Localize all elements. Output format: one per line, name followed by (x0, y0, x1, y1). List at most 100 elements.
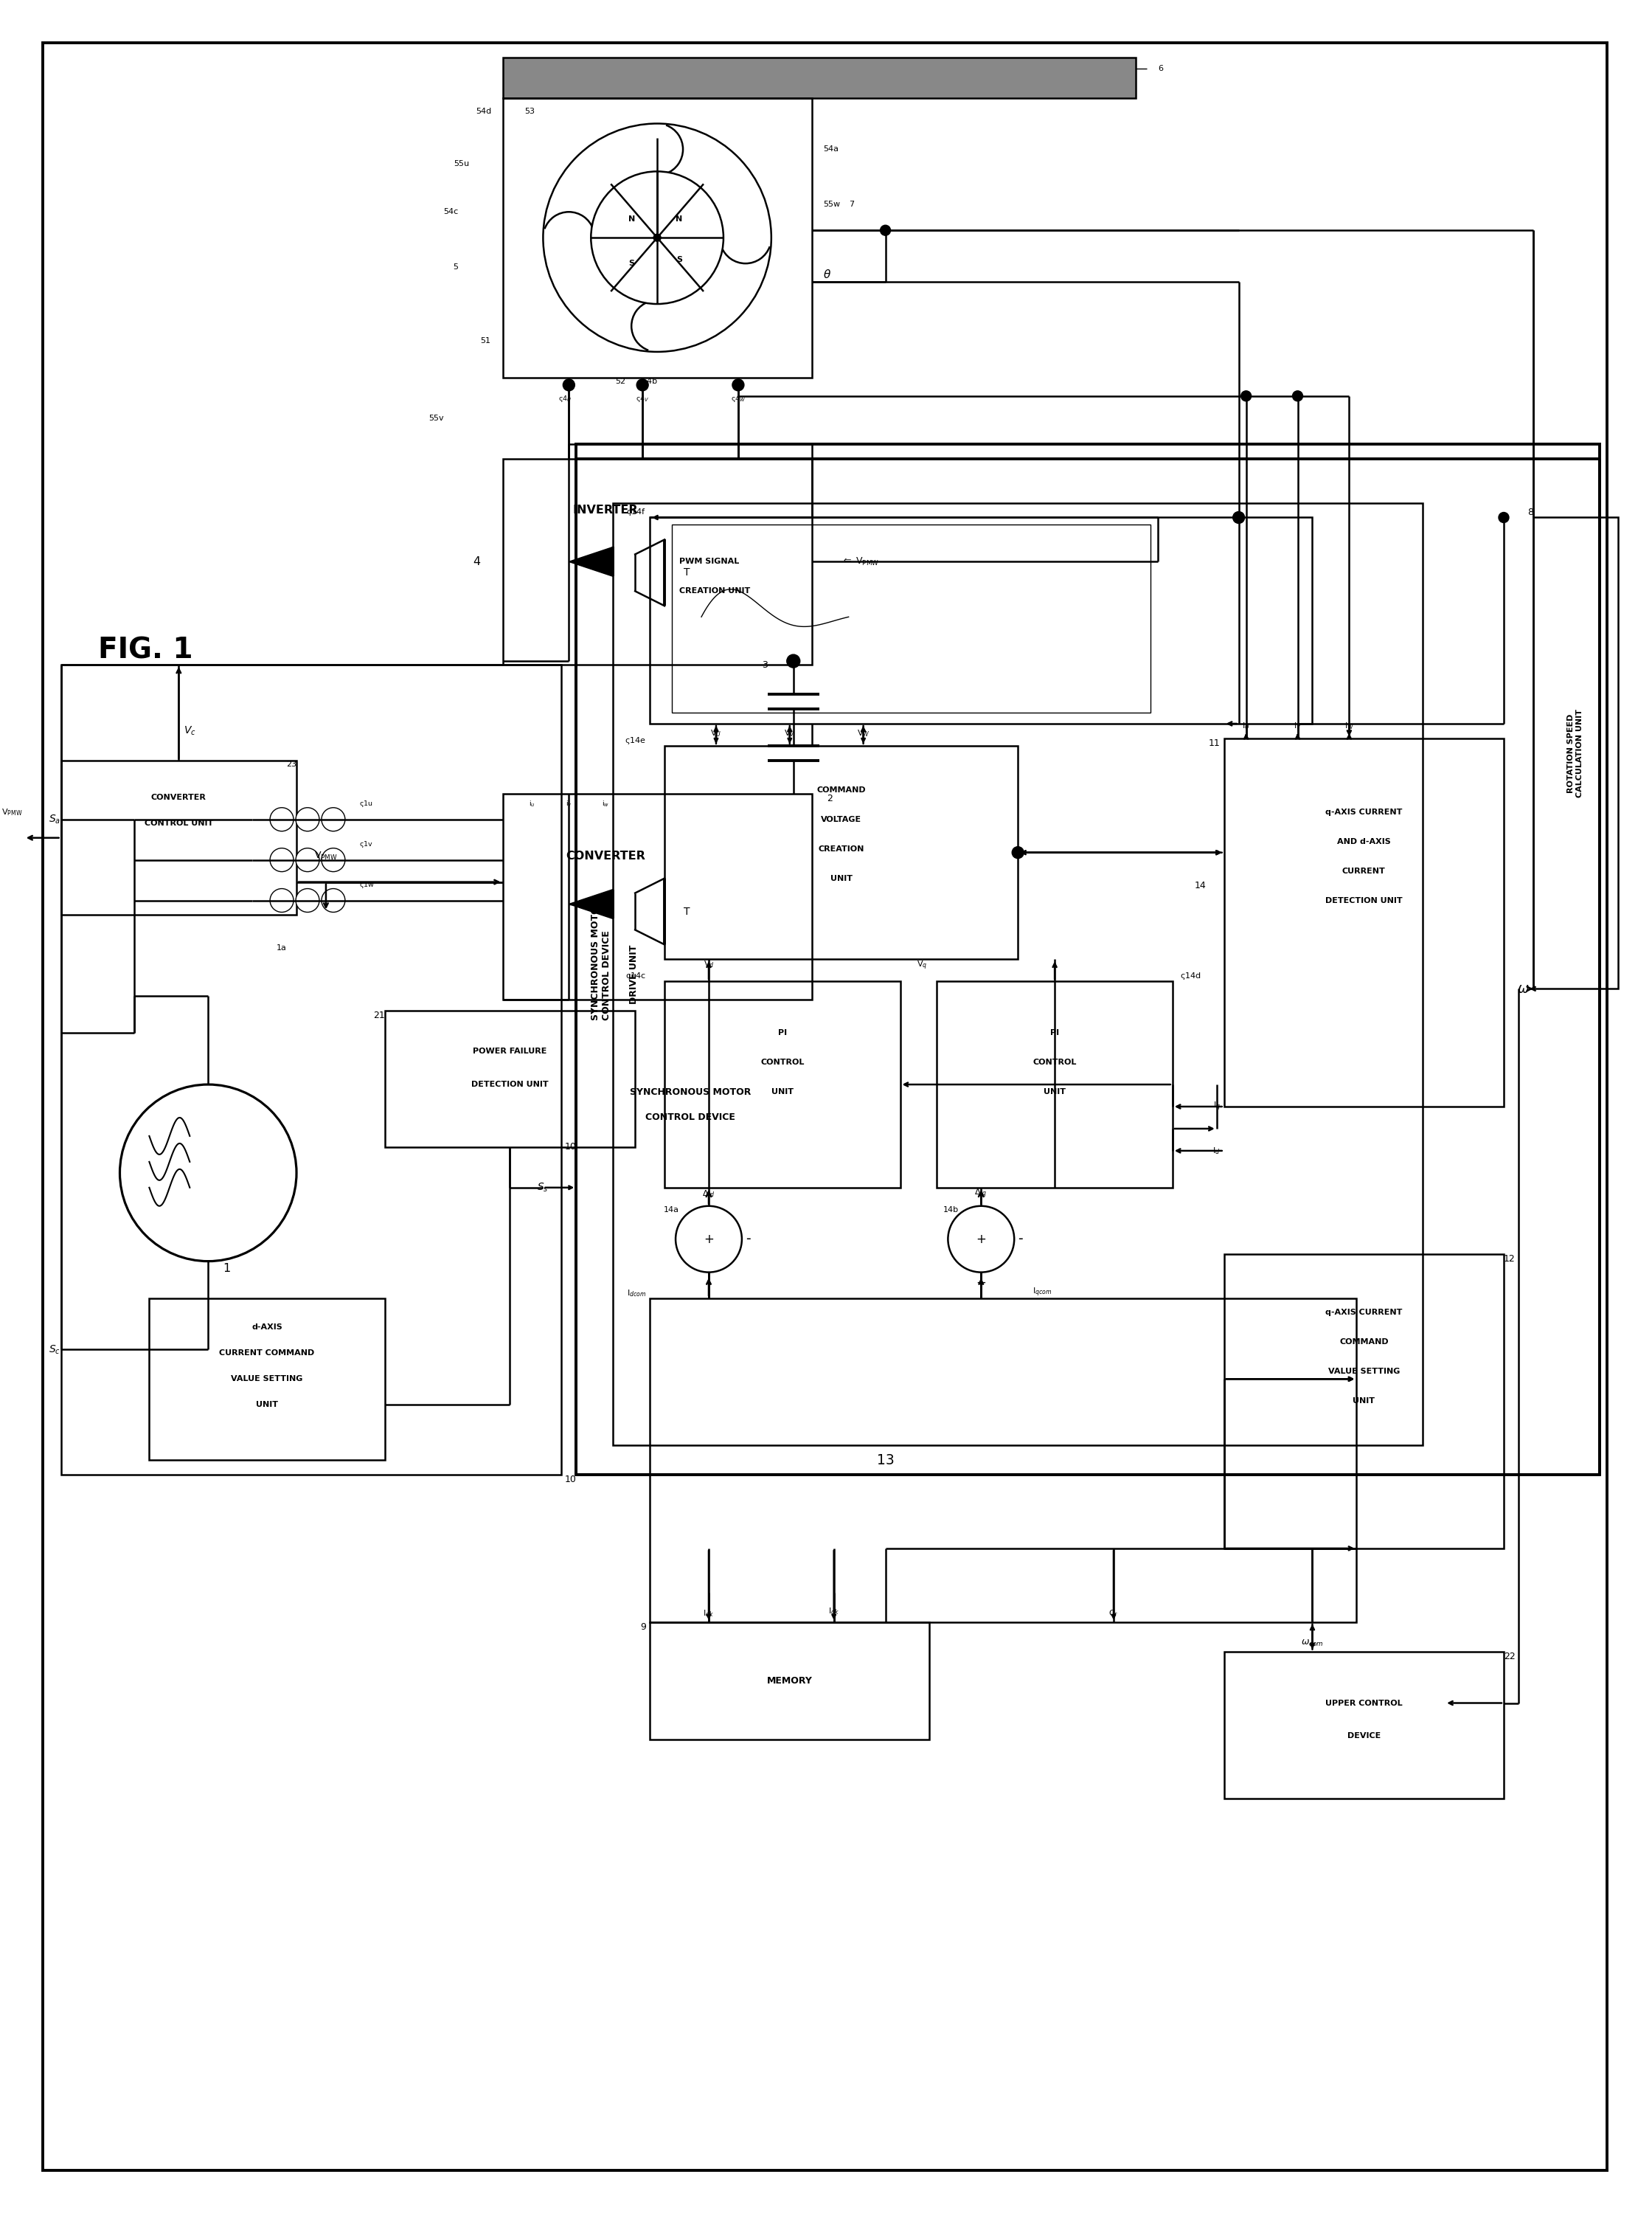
Text: 51: 51 (481, 338, 491, 344)
Circle shape (1498, 513, 1508, 522)
Text: V$_d$: V$_d$ (704, 960, 714, 969)
Text: S$_a$: S$_a$ (50, 813, 61, 824)
Text: SYNCHRONOUS MOTOR
CONTROL DEVICE: SYNCHRONOUS MOTOR CONTROL DEVICE (591, 898, 611, 1020)
Circle shape (948, 1207, 1014, 1273)
Text: $\Delta$I$_d$: $\Delta$I$_d$ (702, 1189, 715, 1198)
Text: q-AXIS CURRENT: q-AXIS CURRENT (1325, 809, 1403, 815)
Bar (502, 98, 811, 378)
Text: C$_r$: C$_r$ (1108, 1609, 1118, 1618)
Text: I$_d$: I$_d$ (1213, 1147, 1221, 1155)
Text: d-AXIS: d-AXIS (251, 1324, 282, 1331)
Text: UNIT: UNIT (831, 875, 852, 882)
Text: $\mathsf{\varsigma}$14e: $\mathsf{\varsigma}$14e (624, 735, 646, 747)
Text: +: + (976, 1233, 986, 1247)
Text: V$_{\rm PMW}$: V$_{\rm PMW}$ (314, 851, 337, 862)
Text: VALUE SETTING: VALUE SETTING (1328, 1369, 1399, 1375)
Text: 14b: 14b (943, 1207, 960, 1213)
Bar (61, 760, 296, 915)
Circle shape (322, 807, 345, 831)
Text: 14: 14 (1194, 880, 1206, 891)
Circle shape (1292, 391, 1303, 402)
Text: UPPER CONTROL: UPPER CONTROL (1325, 1700, 1403, 1706)
Text: $\Leftarrow$ V$_{\rm PMW}$: $\Leftarrow$ V$_{\rm PMW}$ (841, 556, 879, 567)
Text: $\mathsf{\varsigma}$1v: $\mathsf{\varsigma}$1v (358, 840, 373, 849)
Text: $\mathsf{\varsigma}$4$_U$: $\mathsf{\varsigma}$4$_U$ (558, 393, 572, 404)
Text: FIG. 1: FIG. 1 (97, 635, 193, 664)
Text: DEVICE: DEVICE (1346, 1733, 1381, 1740)
Text: $\mathsf{\varsigma}$4$_V$: $\mathsf{\varsigma}$4$_V$ (636, 393, 649, 404)
Text: AND d-AXIS: AND d-AXIS (1336, 838, 1391, 844)
Bar (149, 1298, 385, 1460)
Text: 1a: 1a (276, 944, 287, 951)
Bar (1224, 738, 1503, 1107)
Text: CREATION: CREATION (818, 844, 864, 853)
Text: I$_{qk}$: I$_{qk}$ (828, 1607, 839, 1618)
Bar (502, 458, 811, 664)
Text: CREATION UNIT: CREATION UNIT (679, 587, 750, 595)
Bar (664, 747, 1018, 960)
Bar (385, 1011, 634, 1147)
Circle shape (676, 1207, 742, 1273)
Text: 54b: 54b (643, 378, 657, 384)
Text: 54c: 54c (443, 209, 459, 216)
Text: V$_V$: V$_V$ (785, 729, 795, 738)
Circle shape (1232, 511, 1244, 524)
Circle shape (591, 171, 724, 304)
Text: S$_c$: S$_c$ (50, 1344, 61, 1355)
Text: VOLTAGE: VOLTAGE (821, 815, 862, 822)
Text: S$_s$: S$_s$ (537, 1182, 548, 1193)
Circle shape (544, 124, 771, 351)
Text: ROTATION SPEED
CALCULATION UNIT: ROTATION SPEED CALCULATION UNIT (1568, 709, 1583, 798)
Text: CONVERTER: CONVERTER (567, 851, 646, 862)
Text: 13: 13 (877, 1453, 894, 1467)
Text: i$_w$: i$_w$ (601, 800, 610, 809)
Text: +: + (704, 1233, 714, 1247)
Circle shape (296, 807, 319, 831)
Text: -: - (1018, 1233, 1023, 1247)
Text: $\mathsf{\varsigma}$1u: $\mathsf{\varsigma}$1u (358, 798, 373, 809)
Text: 55v: 55v (428, 416, 444, 422)
Text: I$_{dk}$: I$_{dk}$ (704, 1609, 714, 1618)
Text: 7: 7 (849, 200, 854, 209)
Text: I$_q$: I$_q$ (1213, 1100, 1221, 1113)
Text: 12: 12 (1503, 1253, 1515, 1264)
Text: $\omega$: $\omega$ (1517, 982, 1530, 995)
Text: COMMAND: COMMAND (1340, 1338, 1388, 1347)
Bar (649, 1298, 1356, 1622)
Text: $\mathsf{\varsigma}$14f: $\mathsf{\varsigma}$14f (626, 507, 646, 518)
Circle shape (322, 849, 345, 871)
Circle shape (786, 655, 800, 669)
Text: I$_V$: I$_V$ (1294, 720, 1302, 731)
Text: $\mathsf{\varsigma}$1w: $\mathsf{\varsigma}$1w (358, 880, 375, 889)
Text: I$_W$: I$_W$ (1345, 720, 1355, 731)
Bar (502, 58, 1135, 98)
Circle shape (636, 380, 648, 391)
Text: CURRENT: CURRENT (1341, 867, 1386, 875)
Bar (1224, 1651, 1503, 1800)
Circle shape (269, 849, 294, 871)
Text: $\omega_{com}$: $\omega_{com}$ (1302, 1638, 1323, 1649)
Text: 21: 21 (373, 1011, 385, 1020)
Text: N: N (676, 216, 682, 222)
Text: UNIT: UNIT (1353, 1398, 1374, 1404)
Text: CONVERTER: CONVERTER (150, 793, 206, 800)
Polygon shape (568, 889, 613, 920)
Text: 54d: 54d (476, 107, 492, 116)
Text: I$_{dcom}$: I$_{dcom}$ (626, 1289, 646, 1298)
Circle shape (732, 380, 743, 391)
Circle shape (1241, 391, 1251, 402)
Circle shape (296, 849, 319, 871)
Text: 52: 52 (615, 378, 626, 384)
Bar (613, 502, 1422, 1444)
Text: CONTROL: CONTROL (760, 1058, 805, 1067)
Text: 3: 3 (762, 660, 768, 669)
Text: i$_v$: i$_v$ (565, 800, 572, 809)
Text: V$_c$: V$_c$ (183, 724, 197, 738)
Text: MEMORY: MEMORY (767, 1675, 813, 1686)
Text: -: - (745, 1233, 750, 1247)
Text: I$_U$: I$_U$ (1242, 720, 1251, 731)
Text: $\mathsf{\varsigma}$4$_W$: $\mathsf{\varsigma}$4$_W$ (730, 393, 745, 404)
Text: 1: 1 (223, 1262, 230, 1273)
Circle shape (654, 233, 661, 242)
Text: 9: 9 (641, 1622, 646, 1631)
